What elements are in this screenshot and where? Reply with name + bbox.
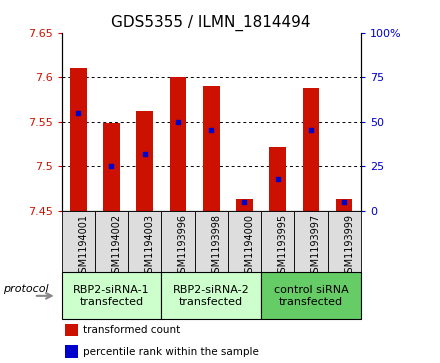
- Bar: [161, 211, 194, 272]
- Bar: [228, 211, 261, 272]
- Bar: [261, 272, 361, 319]
- Bar: [62, 211, 95, 272]
- Text: percentile rank within the sample: percentile rank within the sample: [83, 347, 258, 356]
- Text: GSM1193996: GSM1193996: [178, 213, 188, 279]
- Text: GSM1194000: GSM1194000: [245, 213, 254, 279]
- Bar: [269, 147, 286, 211]
- Text: GSM1193995: GSM1193995: [278, 213, 288, 279]
- Bar: [103, 123, 120, 211]
- Bar: [327, 211, 361, 272]
- Bar: [136, 111, 153, 211]
- Bar: [70, 68, 87, 211]
- Text: GSM1194001: GSM1194001: [78, 213, 88, 279]
- Bar: [236, 199, 253, 211]
- Title: GDS5355 / ILMN_1814494: GDS5355 / ILMN_1814494: [111, 15, 311, 31]
- Text: GSM1193998: GSM1193998: [211, 213, 221, 279]
- Text: transformed count: transformed count: [83, 325, 180, 335]
- Bar: [161, 272, 261, 319]
- Bar: [128, 211, 161, 272]
- Text: RBP2-siRNA-2
transfected: RBP2-siRNA-2 transfected: [173, 285, 249, 307]
- Bar: [65, 324, 78, 336]
- Bar: [336, 199, 352, 211]
- Bar: [194, 211, 228, 272]
- Text: GSM1194002: GSM1194002: [111, 213, 121, 279]
- Text: GSM1193999: GSM1193999: [344, 213, 354, 279]
- Text: control siRNA
transfected: control siRNA transfected: [274, 285, 348, 307]
- Bar: [95, 211, 128, 272]
- Bar: [203, 86, 220, 211]
- Bar: [303, 88, 319, 211]
- Text: GSM1194003: GSM1194003: [145, 213, 155, 279]
- Bar: [62, 272, 161, 319]
- Bar: [170, 77, 186, 211]
- Bar: [65, 346, 78, 358]
- Text: RBP2-siRNA-1
transfected: RBP2-siRNA-1 transfected: [73, 285, 150, 307]
- Text: GSM1193997: GSM1193997: [311, 213, 321, 279]
- Bar: [294, 211, 327, 272]
- Bar: [261, 211, 294, 272]
- Text: protocol: protocol: [3, 284, 49, 294]
